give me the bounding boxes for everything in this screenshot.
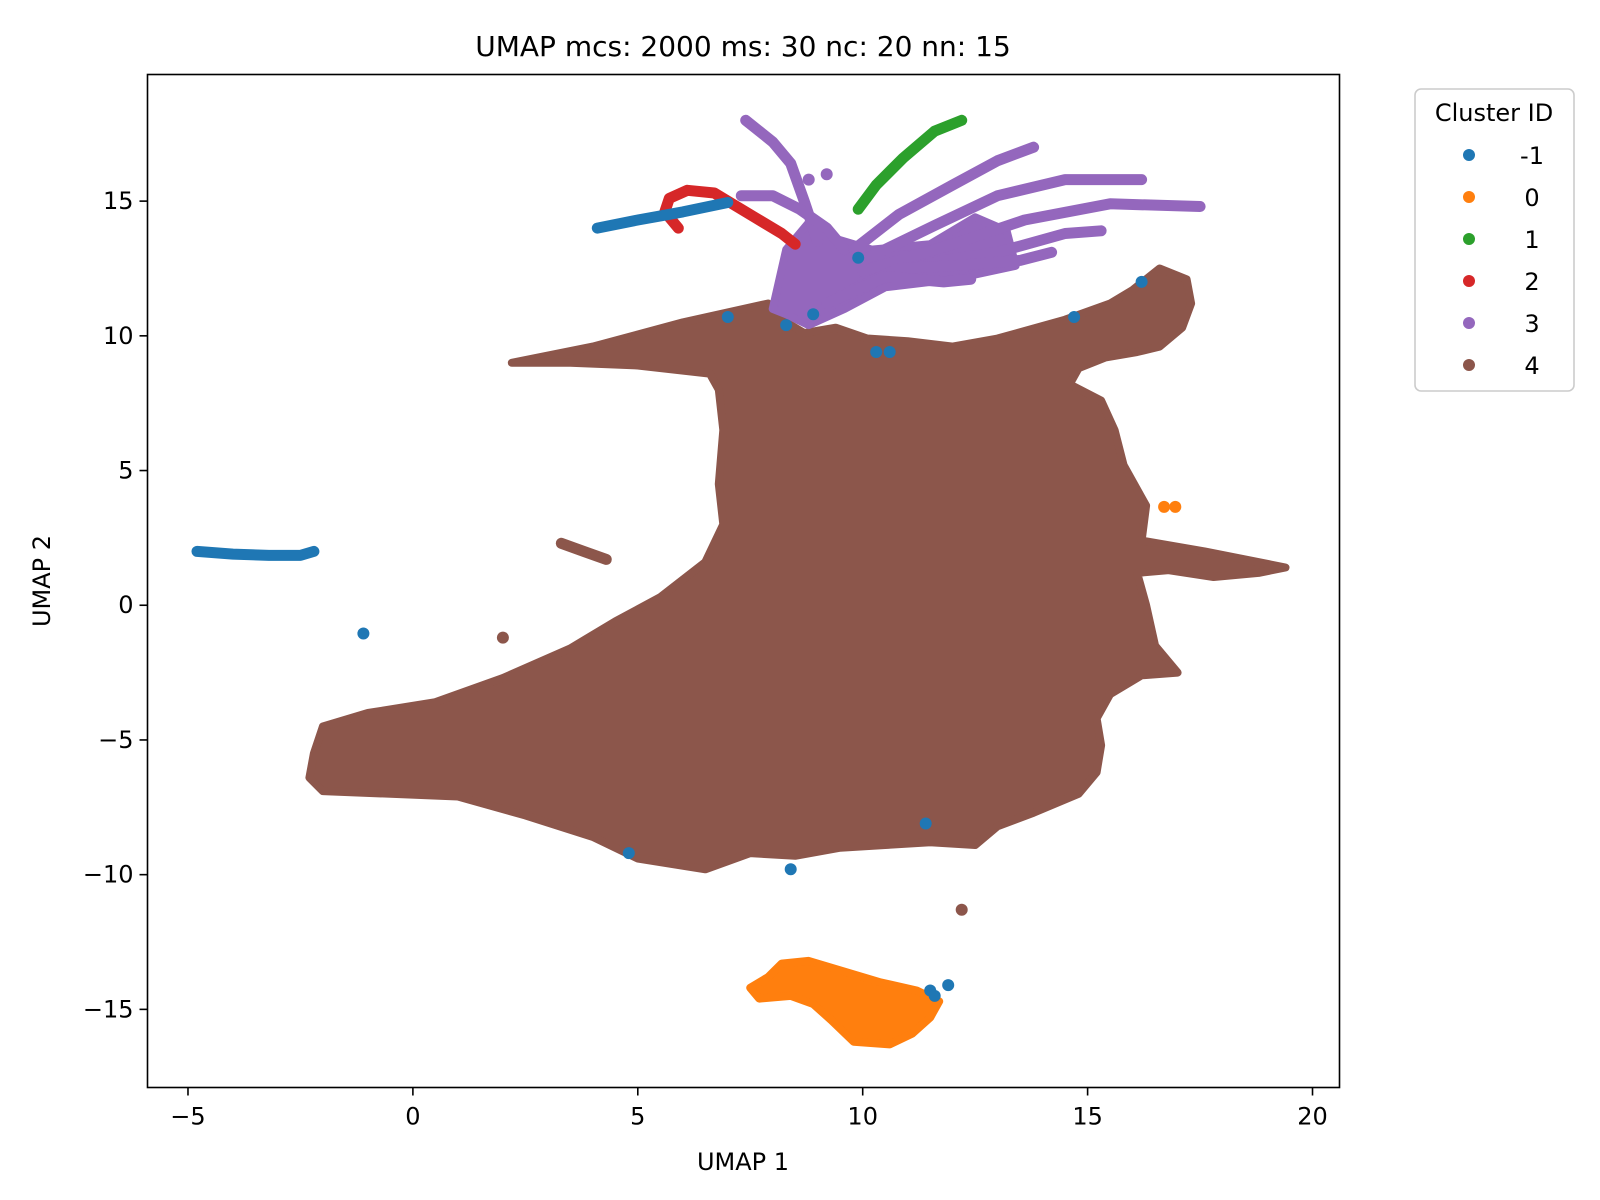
- x-axis-label: UMAP 1: [697, 1148, 789, 1176]
- legend-label-0: 0: [1524, 184, 1539, 212]
- legend-marker-3: [1463, 317, 1475, 329]
- y-tick-label: −10: [83, 861, 134, 889]
- cluster-3-point-1: [802, 173, 815, 186]
- cluster-0-point-0: [1158, 500, 1171, 513]
- cluster-4-point-0: [496, 631, 509, 644]
- series-neg1-group: [191, 197, 1148, 1002]
- x-tick-label: −5: [170, 1103, 205, 1131]
- series-4-group: [305, 264, 1290, 916]
- cluster--1-point-1: [721, 311, 734, 323]
- cluster--1-point-14: [928, 989, 941, 1002]
- y-axis-label: UMAP 2: [28, 535, 56, 627]
- y-axis: 15 10 5 0 −5 −10 −15: [83, 187, 148, 1023]
- legend-label-3: 3: [1524, 310, 1539, 338]
- x-tick-label: 20: [1297, 1103, 1328, 1131]
- cluster--1-trail-0: [191, 545, 320, 561]
- x-tick-label: 0: [405, 1103, 420, 1131]
- cluster--1-point-7: [1068, 311, 1081, 323]
- legend-label-2: 2: [1524, 268, 1539, 296]
- y-tick-label: −15: [83, 995, 134, 1023]
- chart-title: UMAP mcs: 2000 ms: 30 nc: 20 nn: 15: [475, 30, 1011, 63]
- x-tick-label: 10: [847, 1103, 878, 1131]
- cluster-3-point-0: [820, 168, 833, 181]
- y-tick-label: 5: [118, 457, 133, 485]
- cluster-4-region: [305, 264, 1290, 874]
- cluster--1-point-6: [883, 346, 896, 358]
- cluster-3-trail-2: [848, 141, 1040, 256]
- series-0-group: [746, 500, 1182, 1049]
- cluster-3-trail-7: [821, 271, 977, 309]
- legend: Cluster ID -1 0 1 2 3 4: [1414, 88, 1575, 392]
- legend-marker-0: [1463, 191, 1475, 203]
- cluster-3-trail-1: [735, 190, 851, 256]
- legend-marker--1: [1463, 149, 1475, 161]
- series-3-group: [735, 114, 1206, 330]
- cluster--1-point-2: [780, 319, 793, 332]
- y-tick-label: 0: [118, 591, 133, 619]
- cluster--1-point-3: [807, 308, 820, 321]
- cluster--1-point-5: [870, 346, 883, 358]
- x-axis: −5 0 5 10 15 20: [170, 1087, 1328, 1131]
- cluster--1-point-13: [942, 979, 955, 992]
- x-tick-label: 15: [1072, 1103, 1103, 1131]
- data-marks: [191, 114, 1290, 1049]
- legend-items: -1 0 1 2 3 4: [1463, 142, 1544, 380]
- legend-label-1: 1: [1524, 226, 1539, 254]
- cluster--1-point-11: [919, 817, 932, 830]
- legend-box: [1414, 88, 1575, 392]
- y-tick-label: 15: [103, 187, 134, 215]
- legend-label-4: 4: [1524, 352, 1539, 380]
- series-1-group: [852, 114, 968, 215]
- cluster-0-point-1: [1169, 500, 1182, 513]
- x-tick-label: 5: [630, 1103, 645, 1131]
- cluster-3-trail-4: [857, 198, 1206, 277]
- cluster--1-point-8: [1135, 275, 1148, 288]
- cluster-0-region: [746, 956, 944, 1049]
- cluster-4-trail-0: [555, 537, 612, 565]
- y-tick-label: 10: [103, 322, 134, 350]
- plot-frame: [146, 73, 1341, 1089]
- y-tick-label: −5: [98, 726, 133, 754]
- cluster-3-trail-3: [857, 174, 1148, 266]
- cluster--1-point-4: [852, 251, 865, 264]
- legend-label--1: -1: [1520, 142, 1544, 170]
- cluster--1-point-9: [622, 847, 635, 860]
- cluster--1-trail-1: [591, 197, 734, 234]
- legend-marker-4: [1463, 359, 1475, 371]
- series-2-group: [659, 184, 801, 250]
- cluster-2-trail-0: [659, 184, 801, 250]
- legend-marker-1: [1463, 233, 1475, 245]
- legend-marker-2: [1463, 275, 1475, 287]
- cluster-4-point-1: [955, 903, 968, 916]
- cluster--1-point-0: [357, 627, 370, 640]
- cluster--1-point-10: [784, 863, 797, 876]
- legend-title: Cluster ID: [1435, 99, 1553, 127]
- cluster-1-trail-0: [852, 114, 968, 215]
